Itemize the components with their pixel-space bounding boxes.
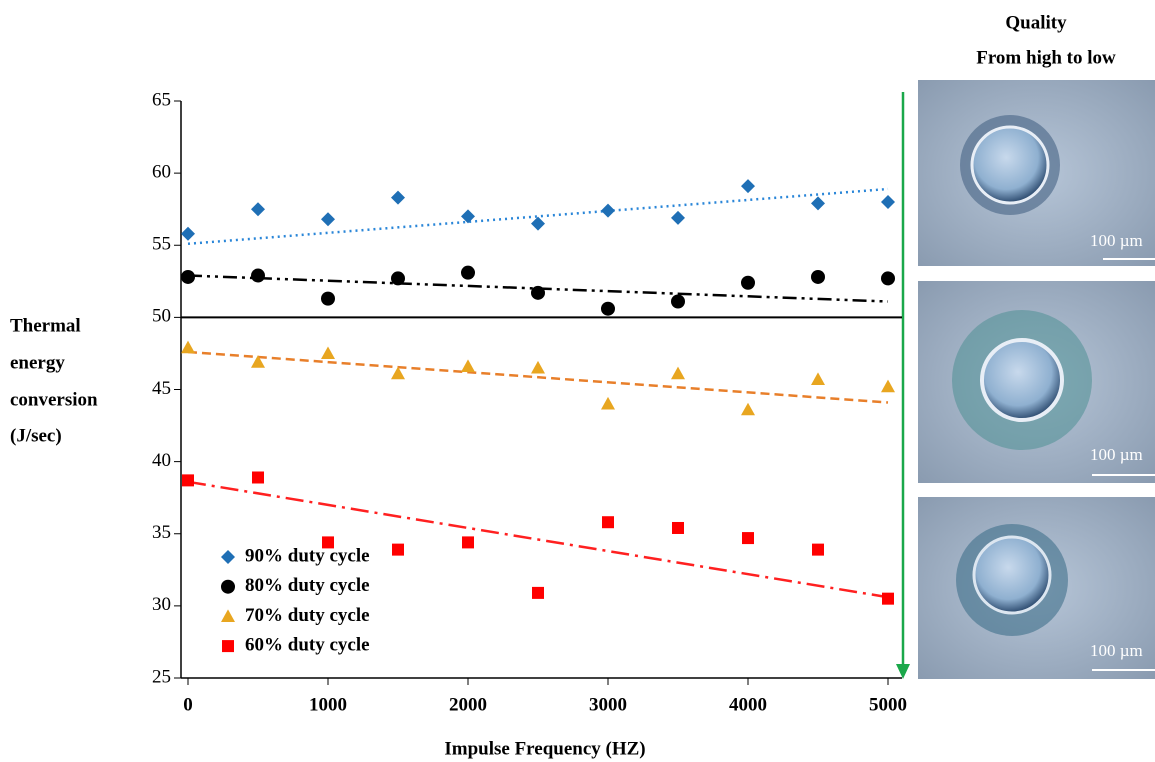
y-tick-label: 35 [152,522,171,543]
x-tick-label: 4000 [729,694,767,715]
point [391,271,405,286]
point [321,346,335,360]
point [741,179,755,194]
point [461,359,475,373]
point [672,521,684,534]
point [811,372,825,386]
point [321,212,335,227]
legend-label: 80% duty cycle [245,575,370,596]
point [531,216,545,231]
point [322,536,334,549]
y-tick-label: 25 [152,666,171,687]
scale-label: 100 µm [1090,445,1143,464]
y-label: conversion [10,389,98,410]
point [601,203,615,218]
point [182,474,194,487]
point [251,268,265,283]
point [391,190,405,205]
y-tick-label: 55 [152,234,171,255]
point [251,355,265,368]
scale-label: 100 µm [1090,231,1143,250]
y-tick-label: 45 [152,378,171,399]
point [392,543,404,556]
point [531,285,545,300]
point [671,210,685,225]
y-tick-label: 30 [152,594,171,615]
point [462,536,474,549]
legend-marker [221,579,235,594]
panel-subtitle: From high to low [976,47,1116,68]
y-label: energy [10,352,65,373]
point [812,543,824,556]
panel-title: Quality [1005,12,1067,33]
point [601,396,615,410]
trend-line [187,187,889,246]
legend-marker [221,550,235,564]
x-tick-label: 2000 [449,694,487,715]
quality-arrow [896,92,910,679]
point [461,265,475,280]
x-tick-label: 5000 [869,694,907,715]
point [671,294,685,309]
point [532,586,544,599]
point [461,209,475,224]
point [252,471,264,484]
y-label: (J/sec) [10,425,62,446]
point [601,301,615,316]
point [811,196,825,211]
x-tick-label: 0 [183,694,193,715]
point [251,202,265,217]
legend-label: 70% duty cycle [245,605,370,626]
point [391,366,405,380]
legend-label: 90% duty cycle [245,545,370,566]
point [181,340,195,354]
trend-line [187,480,889,599]
x-tick-label: 3000 [589,694,627,715]
y-tick-label: 40 [152,450,171,471]
point [181,226,195,241]
point [741,275,755,290]
x-label: Impulse Frequency (HZ) [444,738,645,759]
trend-line [187,350,889,404]
scale-label: 100 µm [1090,641,1143,660]
point [741,402,755,416]
point [181,269,195,284]
point [602,516,614,529]
point [882,592,894,605]
y-tick-label: 65 [152,89,171,110]
y-tick-label: 60 [152,161,171,182]
point [881,379,895,393]
point [811,269,825,284]
point [881,194,895,209]
x-tick-label: 1000 [309,694,347,715]
point [881,271,895,286]
y-label: Thermal [10,315,81,336]
micrographs [918,80,1155,679]
legend-marker [221,609,235,622]
point [671,366,685,380]
point [531,360,545,374]
legend-marker [222,640,234,653]
y-tick-label: 50 [152,306,171,327]
point [742,532,754,545]
point [321,291,335,306]
legend-label: 60% duty cycle [245,634,370,655]
